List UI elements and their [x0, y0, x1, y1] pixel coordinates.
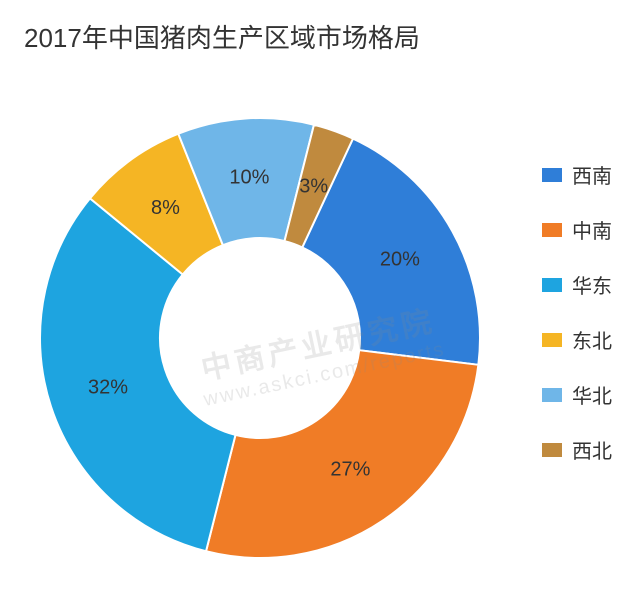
page-root: 2017年中国猪肉生产区域市场格局 20% 27% 32% 8% 10% 3% 西南中南华… [0, 0, 640, 616]
legend-label: 华东 [572, 270, 612, 299]
legend-item-华东: 华东 [542, 270, 612, 299]
legend-item-华北: 华北 [542, 380, 612, 409]
slice-label-华北: 10% [229, 167, 269, 189]
slice-label-西南: 20% [380, 249, 420, 271]
legend-swatch [542, 223, 562, 237]
legend-item-西南: 西南 [542, 160, 612, 189]
donut-chart: 20% 27% 32% 8% 10% 3% [20, 78, 520, 603]
donut-svg: 20% 27% 32% 8% 10% 3% [20, 78, 520, 598]
legend-label: 西北 [572, 435, 612, 464]
legend-item-东北: 东北 [542, 325, 612, 354]
legend-label: 华北 [572, 380, 612, 409]
legend-label: 西南 [572, 160, 612, 189]
donut-hole [160, 238, 360, 438]
legend-item-西北: 西北 [542, 435, 612, 464]
legend-label: 中南 [572, 215, 612, 244]
legend-swatch [542, 168, 562, 182]
slice-label-东北: 8% [151, 197, 180, 219]
slice-label-西北: 3% [299, 176, 328, 198]
legend-swatch [542, 333, 562, 347]
chart-title: 2017年中国猪肉生产区域市场格局 [24, 18, 420, 55]
legend-item-中南: 中南 [542, 215, 612, 244]
legend-label: 东北 [572, 325, 612, 354]
legend: 西南中南华东东北华北西北 [542, 160, 612, 464]
legend-swatch [542, 388, 562, 402]
legend-swatch [542, 278, 562, 292]
slice-label-中南: 27% [330, 458, 370, 480]
legend-swatch [542, 443, 562, 457]
slice-label-华东: 32% [88, 376, 128, 398]
